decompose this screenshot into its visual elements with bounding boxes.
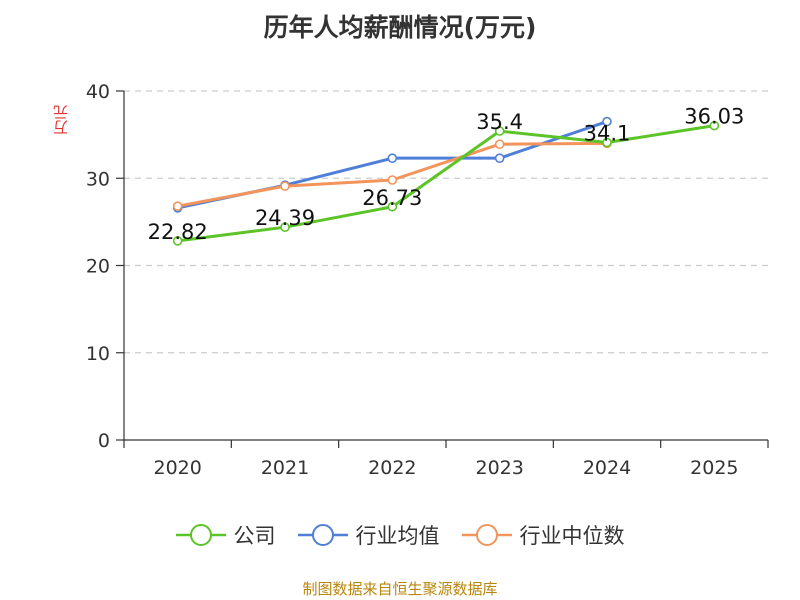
data-point <box>602 137 612 148</box>
data-label: 22.82 <box>148 220 208 244</box>
data-point <box>494 139 505 150</box>
source-note: 制图数据来自恒生聚源数据库 <box>302 580 498 598</box>
legend-label: 行业中位数 <box>519 524 625 548</box>
legend-item-1[interactable]: 行业均值 <box>297 520 440 550</box>
data-label: 35.4 <box>476 110 523 134</box>
data-label: 24.39 <box>255 206 315 230</box>
y-tick-label: 40 <box>86 81 110 103</box>
legend-marker-icon <box>461 524 512 546</box>
x-tick-label: 2021 <box>261 457 309 479</box>
x-tick-label: 2025 <box>690 457 738 479</box>
legend-item-2[interactable]: 行业中位数 <box>461 520 625 550</box>
data-point <box>172 201 183 211</box>
data-point <box>387 175 398 185</box>
chart-title: 历年人均薪酬情况(万元) <box>263 13 537 42</box>
x-tick-label: 2020 <box>153 457 201 479</box>
legend-label: 公司 <box>233 524 276 548</box>
data-point <box>494 126 505 136</box>
legend-label: 行业均值 <box>355 524 440 548</box>
y-tick-label: 20 <box>86 256 110 278</box>
series-line-0 <box>177 124 715 243</box>
data-point <box>494 153 505 163</box>
y-tick-label: 10 <box>86 343 110 365</box>
data-point <box>602 116 612 127</box>
legend: 公司 行业均值 行业中位数 <box>0 520 800 550</box>
legend-marker-icon <box>175 524 226 546</box>
data-point <box>280 222 290 232</box>
y-tick-label: 0 <box>98 430 110 452</box>
data-label: 36.03 <box>684 105 744 129</box>
data-label: 34.1 <box>584 121 631 145</box>
x-tick-label: 2023 <box>475 457 523 479</box>
y-tick-label: 30 <box>86 168 110 190</box>
legend-item-0[interactable]: 公司 <box>175 520 276 550</box>
x-tick-label: 2022 <box>368 457 416 479</box>
data-label: 26.73 <box>362 186 422 210</box>
data-point <box>280 181 290 191</box>
data-point <box>172 236 183 246</box>
legend-marker-icon <box>297 524 348 546</box>
data-point <box>387 201 398 212</box>
data-point <box>387 153 398 163</box>
data-point <box>709 120 720 131</box>
x-tick-label: 2024 <box>583 457 631 479</box>
